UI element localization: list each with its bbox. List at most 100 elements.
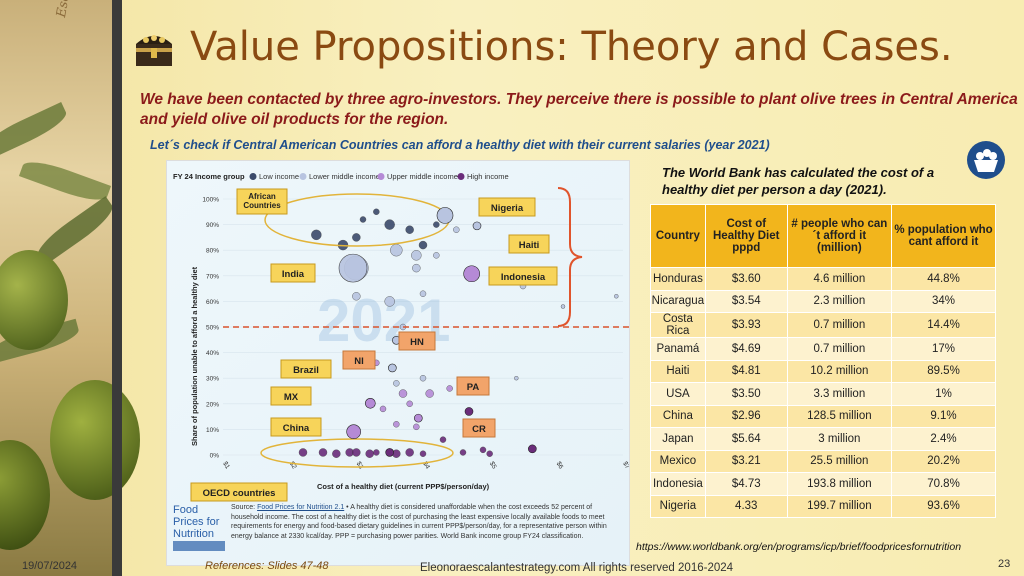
- context-country-point: [413, 423, 420, 431]
- scatter-plot: FY 24 Income group Low income Lower middl…: [167, 161, 631, 565]
- y-tick-label: 20%: [206, 401, 219, 408]
- data-point-japan: [528, 444, 537, 454]
- label-panama: PA: [467, 382, 480, 393]
- cell-people: 199.7 million: [786, 494, 893, 518]
- cell-cost: $4.69: [704, 337, 788, 361]
- label-india: India: [282, 269, 305, 280]
- label-haiti: Haiti: [519, 240, 540, 251]
- cell-cost: 4.33: [704, 494, 788, 518]
- food-basket-icon: [967, 141, 1005, 179]
- oecd-cluster-ellipse: [260, 438, 454, 468]
- context-country-point: [373, 449, 380, 456]
- world-bank-note: The World Bank has calculated the cost o…: [662, 165, 935, 197]
- cell-cost: $2.96: [704, 404, 788, 428]
- cell-country: USA: [650, 382, 706, 406]
- cell-people: 193.8 million: [786, 472, 893, 496]
- y-tick-label: 70%: [206, 273, 219, 280]
- col-percent: % population who cant afford it: [891, 204, 996, 268]
- table-row: USA $3.50 3.3 million 1%: [650, 382, 996, 406]
- context-country-point: [405, 225, 414, 234]
- data-point-costa-rica: [414, 413, 423, 423]
- affordability-scatter-chart: FY 24 Income group Low income Lower middl…: [166, 160, 631, 566]
- context-country-point: [406, 400, 413, 408]
- context-country-point: [412, 263, 421, 273]
- x-tick-label: $4: [421, 461, 431, 471]
- context-country-point: [405, 448, 414, 457]
- legend-swatch: [299, 173, 307, 180]
- cell-country: Costa Rica: [650, 312, 706, 338]
- context-country-point: [311, 229, 322, 241]
- context-country-point: [352, 233, 361, 242]
- table-row: Nigeria 4.33 199.7 million 93.6%: [650, 494, 996, 518]
- context-country-point: [514, 375, 519, 381]
- context-country-point: [393, 421, 400, 428]
- legend-swatch: [249, 173, 257, 180]
- context-country-point: [332, 449, 341, 458]
- treasure-chest-icon: [136, 35, 172, 66]
- y-tick-label: 80%: [206, 248, 219, 255]
- cell-people: 2.3 million: [786, 289, 893, 313]
- cell-cost: $5.64: [704, 427, 788, 451]
- source-url[interactable]: https://www.worldbank.org/en/programs/ic…: [636, 541, 962, 553]
- cell-cost: $3.60: [704, 267, 788, 291]
- y-tick-label: 40%: [206, 350, 219, 357]
- cell-country: China: [650, 404, 706, 428]
- x-tick-label: $7: [621, 461, 629, 471]
- legend-label: Upper middle income: [387, 172, 458, 181]
- label-oecd-countries: OECD countries: [203, 488, 276, 499]
- source-description: • A healthy diet is considered unafforda…: [231, 504, 607, 540]
- cell-people: 0.7 million: [786, 312, 893, 338]
- vertical-divider: [112, 0, 122, 576]
- legend-swatch: [377, 173, 385, 180]
- data-point-indonesia: [463, 265, 480, 283]
- table-header-row: Country Cost of Healthy Diet pppd # peop…: [650, 204, 996, 268]
- x-tick-label: $2: [288, 461, 298, 471]
- table-row: China $2.96 128.5 million 9.1%: [650, 404, 996, 428]
- context-country-point: [352, 448, 361, 457]
- context-country-point: [433, 252, 440, 259]
- cell-percent: 70.8%: [891, 472, 996, 496]
- cell-percent: 2.4%: [891, 427, 996, 451]
- context-country-point: [479, 446, 487, 454]
- cell-cost: $3.50: [704, 382, 788, 406]
- india-point: [338, 253, 368, 283]
- table-row: Japan $5.64 3 million 2.4%: [650, 427, 996, 451]
- data-point-haiti: [472, 221, 482, 231]
- brace-annotation: [557, 187, 583, 327]
- cell-cost: $4.81: [704, 359, 788, 383]
- label-nigeria: Nigeria: [491, 203, 524, 214]
- y-tick-label: 100%: [202, 197, 219, 204]
- context-country-point: [379, 405, 387, 413]
- table-row: Indonesia $4.73 193.8 million 70.8%: [650, 472, 996, 496]
- context-country-point: [373, 208, 380, 215]
- cell-cost: $3.21: [704, 449, 788, 473]
- context-country-point: [411, 250, 422, 261]
- legend-swatch: [457, 173, 465, 180]
- table-row: Panamá $4.69 0.7 million 17%: [650, 337, 996, 361]
- fpn-logo-line1: Food: [173, 504, 198, 516]
- cell-cost: $3.54: [704, 289, 788, 313]
- cell-cost: $3.93: [704, 312, 788, 338]
- source-prefix: Source:: [231, 504, 258, 511]
- context-country-point: [419, 450, 427, 457]
- context-country-point: [298, 448, 308, 457]
- cell-percent: 9.1%: [891, 404, 996, 428]
- y-tick-label: 10%: [206, 427, 219, 434]
- context-country-point: [419, 290, 427, 297]
- source-link[interactable]: Food Prices for Nutrition 2.1: [257, 504, 345, 511]
- context-country-point: [384, 296, 395, 307]
- context-country-point: [390, 243, 403, 257]
- y-tick-label: 30%: [206, 376, 219, 383]
- cell-people: 4.6 million: [786, 267, 893, 291]
- col-country: Country: [650, 204, 706, 268]
- data-point-panam-: [464, 407, 474, 416]
- x-tick-label: $5: [488, 461, 498, 471]
- context-country-point: [359, 216, 367, 223]
- label-china: China: [283, 423, 310, 434]
- healthy-diet-cost-table: Country Cost of Healthy Diet pppd # peop…: [650, 204, 996, 518]
- cell-country: Honduras: [650, 267, 706, 291]
- label-african-countries: African Countries: [243, 192, 281, 210]
- cell-percent: 34%: [891, 289, 996, 313]
- cell-people: 3.3 million: [786, 382, 893, 406]
- cell-percent: 14.4%: [891, 312, 996, 338]
